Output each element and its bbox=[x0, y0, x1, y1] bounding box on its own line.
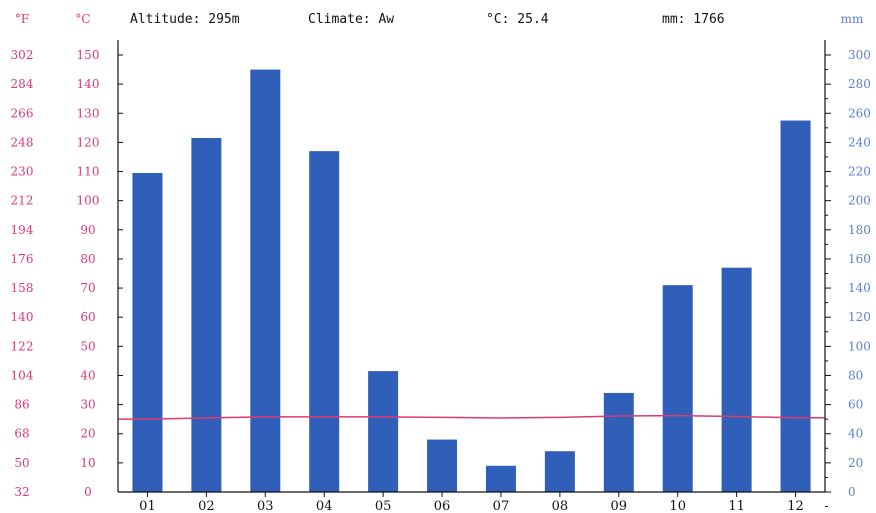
mm-tick-label: 240 bbox=[848, 135, 871, 149]
month-tick-label: 09 bbox=[611, 499, 628, 513]
precip-bar-07 bbox=[485, 465, 516, 492]
precip-bar-04 bbox=[309, 151, 340, 492]
month-tick-label: 07 bbox=[493, 499, 510, 513]
chart-header: Altitude: 295m Climate: Aw °C: 25.4 mm: … bbox=[130, 12, 725, 27]
mm-tick-label: 260 bbox=[848, 106, 871, 120]
mm-unit-label: mm bbox=[841, 12, 864, 26]
mm-tick-label: 220 bbox=[848, 165, 871, 179]
fahrenheit-tick-label: 32 bbox=[14, 485, 29, 499]
celsius-tick-label: 130 bbox=[77, 106, 100, 120]
celsius-unit-label: °C bbox=[75, 12, 90, 26]
celsius-tick-label: 40 bbox=[80, 368, 95, 382]
celsius-tick-label: 80 bbox=[80, 252, 95, 266]
fahrenheit-ticks: 32 50 68 86 104 122 140 158 176 194 212 230 248 266 28… bbox=[11, 48, 34, 499]
month-tick-label: 03 bbox=[257, 499, 274, 513]
fahrenheit-tick-label: 50 bbox=[14, 456, 29, 470]
mm-ticks: 0 20 40 60 80 100 120 140 160 180 200 220 240 260 280 3… bbox=[825, 48, 871, 508]
precip-bar-06 bbox=[427, 439, 458, 492]
celsius-tick-label: 100 bbox=[77, 194, 100, 208]
precip-bar-11 bbox=[721, 267, 752, 492]
fahrenheit-tick-label: 86 bbox=[14, 398, 29, 412]
mean-temp-label: °C: 25.4 bbox=[486, 12, 549, 27]
mm-tick-label: 120 bbox=[848, 310, 871, 324]
fahrenheit-tick-label: 284 bbox=[11, 77, 34, 91]
fahrenheit-tick-label: 194 bbox=[11, 223, 34, 237]
climate-label: Climate: Aw bbox=[308, 12, 394, 27]
fahrenheit-tick-label: 158 bbox=[11, 281, 34, 295]
precip-bar-01 bbox=[132, 172, 163, 493]
celsius-tick-label: 50 bbox=[80, 339, 95, 353]
fahrenheit-tick-label: 230 bbox=[11, 165, 34, 179]
fahrenheit-tick-label: 248 bbox=[11, 135, 34, 149]
celsius-ticks: 0 10 20 30 40 50 60 70 80 90 100 110 120 130 140 150 bbox=[77, 48, 123, 499]
month-tick-label: 01 bbox=[139, 499, 156, 513]
mm-tick-label: 160 bbox=[848, 252, 871, 266]
precip-bar-05 bbox=[368, 371, 399, 492]
month-tick-label: 10 bbox=[669, 499, 686, 513]
celsius-tick-label: 140 bbox=[77, 77, 100, 91]
celsius-tick-label: 150 bbox=[77, 48, 100, 62]
month-ticks: 01 02 03 04 05 06 07 08 09 10 11 12 bbox=[139, 492, 804, 513]
precip-bar-12 bbox=[780, 120, 811, 493]
mm-tick-label: 100 bbox=[848, 339, 871, 353]
celsius-tick-label: 110 bbox=[77, 165, 100, 179]
mm-tick-label: 80 bbox=[848, 368, 863, 382]
fahrenheit-unit-label: °F bbox=[15, 12, 29, 26]
chart-axes bbox=[117, 40, 826, 493]
altitude-label: Altitude: 295m bbox=[130, 12, 240, 27]
fahrenheit-tick-label: 68 bbox=[14, 427, 29, 441]
mm-tick-label: 280 bbox=[848, 77, 871, 91]
mm-tick-label: 200 bbox=[848, 194, 871, 208]
month-tick-label: 05 bbox=[375, 499, 392, 513]
celsius-tick-label: 30 bbox=[80, 398, 95, 412]
month-tick-label: 08 bbox=[552, 499, 569, 513]
precip-bar-10 bbox=[662, 285, 693, 492]
precip-bar-08 bbox=[544, 451, 575, 492]
mm-tick-label: 180 bbox=[848, 223, 871, 237]
precip-bar-03 bbox=[250, 69, 281, 493]
annual-precip-label: mm: 1766 bbox=[662, 12, 725, 27]
temperature-line bbox=[118, 414, 825, 420]
fahrenheit-tick-label: 140 bbox=[11, 310, 34, 324]
mm-tick-label: 40 bbox=[848, 427, 863, 441]
month-tick-label: 12 bbox=[787, 499, 804, 513]
month-tick-label: 11 bbox=[728, 499, 745, 513]
month-tick-label: 02 bbox=[198, 499, 215, 513]
celsius-tick-label: 20 bbox=[80, 427, 95, 441]
mm-tick-label: 0 bbox=[848, 485, 856, 499]
fahrenheit-tick-label: 302 bbox=[11, 48, 34, 62]
month-tick-label: 06 bbox=[434, 499, 451, 513]
mm-tick-label: 140 bbox=[848, 281, 871, 295]
fahrenheit-tick-label: 122 bbox=[11, 339, 34, 353]
celsius-tick-label: 0 bbox=[84, 485, 92, 499]
fahrenheit-tick-label: 266 bbox=[11, 106, 34, 120]
temperature-series bbox=[118, 414, 825, 420]
celsius-tick-label: 10 bbox=[80, 456, 95, 470]
precip-bar-02 bbox=[191, 138, 222, 492]
mm-tick-label: 20 bbox=[848, 456, 863, 470]
precipitation-bars bbox=[132, 69, 811, 493]
mm-tick-label: 300 bbox=[848, 48, 871, 62]
mm-tick-label: 60 bbox=[848, 398, 863, 412]
celsius-tick-label: 90 bbox=[80, 223, 95, 237]
month-tick-label: 04 bbox=[316, 499, 333, 513]
celsius-tick-label: 70 bbox=[80, 281, 95, 295]
precip-bar-09 bbox=[603, 392, 634, 492]
fahrenheit-tick-label: 104 bbox=[11, 368, 34, 382]
fahrenheit-tick-label: 176 bbox=[11, 252, 34, 266]
fahrenheit-tick-label: 212 bbox=[11, 194, 34, 208]
celsius-tick-label: 120 bbox=[77, 135, 100, 149]
celsius-tick-label: 60 bbox=[80, 310, 95, 324]
